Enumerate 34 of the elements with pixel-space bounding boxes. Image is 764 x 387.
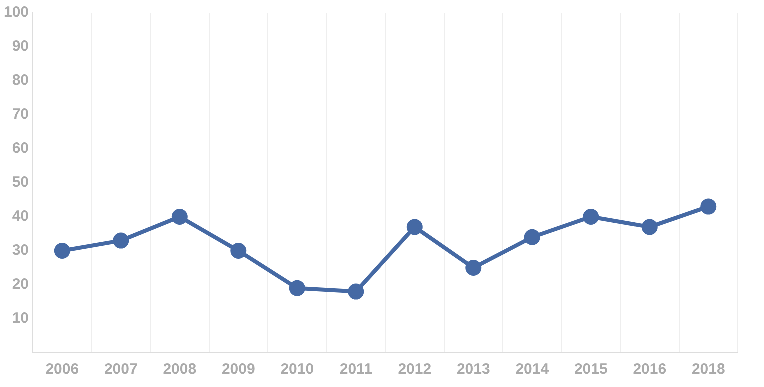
point	[700, 198, 717, 215]
y-tick-label: 40	[12, 208, 30, 226]
x-tick-label: 2011	[340, 361, 372, 378]
y-tick-label: 50	[12, 174, 30, 192]
x-tick-label: 2013	[456, 361, 490, 378]
x-tick-label: 2014	[516, 361, 550, 378]
y-tick-label: 100	[4, 4, 30, 22]
point	[289, 280, 306, 296]
x-tick-label: 2008	[163, 361, 197, 378]
y-tick-label: 10	[12, 310, 30, 328]
x-tick-label: 2012	[398, 361, 432, 378]
point	[172, 209, 188, 225]
x-tick-label: 2007	[104, 361, 138, 378]
y-tick-label: 90	[12, 38, 30, 56]
y-tick-label: 80	[12, 72, 30, 90]
x-tick-label: 2015	[574, 361, 608, 378]
x-tick-label: 2006	[46, 361, 80, 378]
point	[642, 219, 658, 236]
point	[230, 243, 247, 259]
point	[113, 232, 130, 249]
x-tick-label: 2010	[280, 361, 314, 378]
y-tick-label: 70	[12, 106, 30, 124]
x-tick-label: 2018	[692, 361, 726, 378]
y-tick-label: 30	[12, 242, 30, 260]
point	[466, 260, 482, 276]
point	[524, 229, 540, 246]
point	[54, 243, 70, 259]
y-tick-label: 20	[12, 276, 30, 294]
point	[348, 284, 364, 300]
point	[406, 219, 423, 236]
x-tick-label: 2016	[633, 361, 667, 378]
point	[583, 209, 600, 225]
x-tick-label: 2009	[222, 361, 256, 378]
y-tick-label: 60	[12, 140, 30, 158]
